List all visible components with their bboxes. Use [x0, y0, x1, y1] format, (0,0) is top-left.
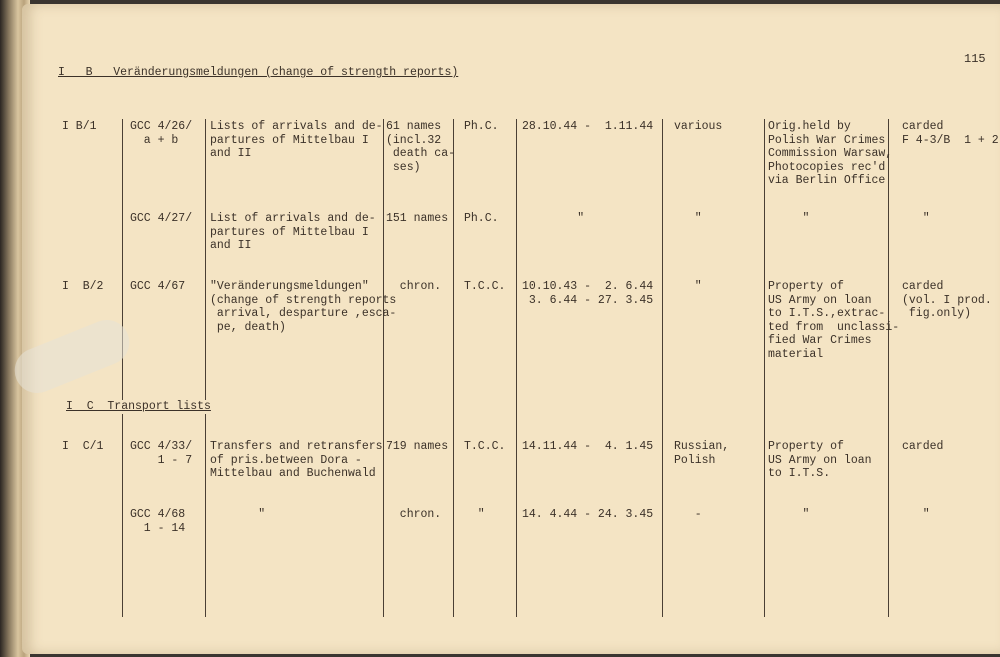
cell-extent: chron. [386, 508, 442, 521]
cell-dates: 14.11.44 - 4. 1.45 [522, 440, 654, 453]
cell-file: GCC 4/67 [130, 280, 186, 293]
cell-remarks: " [768, 508, 810, 521]
cell-file: GCC 4/26/ a + b [130, 120, 193, 147]
cell-type: Ph.C. [464, 120, 499, 133]
cell-language: " [674, 280, 702, 293]
cell-remarks: Property of US Army on loan to I.T.S.,ex… [768, 280, 900, 361]
cell-dates: 28.10.44 - 1.11.44 [522, 120, 654, 133]
cell-ref: I B/1 [62, 120, 97, 133]
cell-status: carded [902, 440, 944, 453]
cell-status: " [902, 508, 930, 521]
cell-remarks: Property of US Army on loan to I.T.S. [768, 440, 872, 480]
column-rule [383, 119, 384, 617]
cell-file: GCC 4/27/ [130, 212, 193, 225]
cell-dates: " [522, 212, 585, 225]
section-heading-ic: I C Transport lists [66, 400, 211, 414]
cell-description: Lists of arrivals and de- partures of Mi… [210, 120, 383, 160]
cell-ref: I B/2 [62, 280, 104, 293]
page-number: 115 [964, 52, 986, 66]
column-rule [516, 119, 517, 617]
cell-language: various [674, 120, 723, 133]
section-heading-ib: I B Veränderungsmeldungen (change of str… [58, 66, 459, 79]
column-rule [888, 119, 889, 617]
cell-type: " [464, 508, 485, 521]
cell-status: carded F 4-3/B 1 + 2 [902, 120, 999, 147]
column-rule [205, 119, 206, 617]
cell-extent: 61 names (incl.32 death ca- ses) [386, 120, 456, 174]
cell-dates: 14. 4.44 - 24. 3.45 [522, 508, 654, 521]
cell-remarks: " [768, 212, 810, 225]
cell-status: carded (vol. I prod. fig.only) [902, 280, 992, 320]
cell-extent: 151 names [386, 212, 449, 225]
cell-ref: I C/1 [62, 440, 104, 453]
cell-file: GCC 4/68 1 - 14 [130, 508, 186, 535]
cell-description: "Veränderungsmeldungen" (change of stren… [210, 280, 397, 334]
cell-type: T.C.C. [464, 440, 506, 453]
column-rule [453, 119, 454, 617]
column-rule [662, 119, 663, 617]
document-page: 115 I B Veränderungsmeldungen (change of… [7, 4, 1000, 654]
cell-remarks: Orig.held by Polish War Crimes Commissio… [768, 120, 893, 187]
cell-language: - [674, 508, 702, 521]
finger-shadow [7, 313, 137, 400]
cell-description: Transfers and retransfers of pris.betwee… [210, 440, 383, 480]
cell-type: T.C.C. [464, 280, 506, 293]
cell-status: " [902, 212, 930, 225]
cell-file: GCC 4/33/ 1 - 7 [130, 440, 193, 467]
cell-description: " [210, 508, 266, 521]
cell-extent: chron. [386, 280, 442, 293]
cell-type: Ph.C. [464, 212, 499, 225]
cell-extent: 719 names [386, 440, 449, 453]
column-rule [764, 119, 765, 617]
cell-description: List of arrivals and de- partures of Mit… [210, 212, 376, 252]
cell-dates: 10.10.43 - 2. 6.44 3. 6.44 - 27. 3.45 [522, 280, 654, 307]
cell-language: " [674, 212, 702, 225]
column-rule [122, 119, 123, 617]
cell-language: Russian, Polish [674, 440, 730, 467]
